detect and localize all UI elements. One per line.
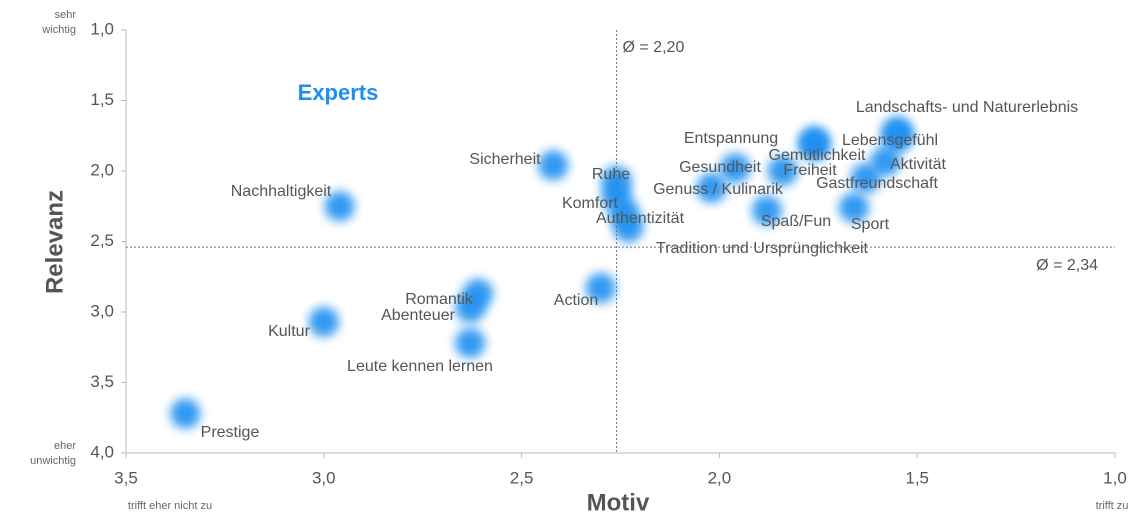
point [767,156,798,186]
x-tick-label: 2,5 [510,468,534,487]
x-tick-label: 2,0 [708,468,732,487]
point-label: Entspannung [684,130,778,147]
point [850,163,881,194]
point-label: Aktivität [890,156,947,173]
point [455,328,486,359]
point-label: Lebensgefühl [842,132,938,149]
point-label: Abenteuer [381,307,456,324]
x-right-note: trifft zu [1096,500,1129,512]
y-tick-label: 1,5 [90,90,114,109]
y-top-note: wichtig [41,24,76,36]
reference-x-label: Ø = 2,20 [623,39,685,56]
y-tick-label: 4,0 [90,442,114,461]
x-left-note: trifft eher nicht zu [128,500,212,512]
point [799,130,830,161]
point-label: Action [554,292,598,309]
point-label: Ruhe [592,166,630,183]
point-label: Authentizität [596,210,685,227]
point-label: Gemütlichkeit [769,147,866,164]
x-tick-label: 3,5 [114,468,138,487]
point-label: Nachhaltigkeit [231,183,332,200]
point-label: Prestige [201,424,260,441]
y-tick-label: 2,0 [90,160,114,179]
point [613,212,644,243]
y-bottom-note: eher [54,440,76,452]
point-label: Leute kennen lernen [347,358,493,375]
point-label: Gastfreundschaft [816,175,938,192]
y-tick-label: 3,0 [90,301,114,320]
y-top-note: sehr [55,9,77,21]
y-bottom-note: unwichtig [30,455,76,467]
point [170,398,201,429]
point [882,122,913,153]
x-tick-label: 1,5 [905,468,929,487]
point [308,306,339,337]
y-tick-label: 1,0 [90,19,114,38]
chart-title: Experts [298,80,379,105]
point-label: Tradition und Ursprünglichkeit [656,240,869,257]
point [538,150,569,181]
point [870,146,901,177]
x-tick-label: 3,0 [312,468,336,487]
point [585,273,616,304]
point-label: Romantik [405,291,474,308]
point [455,292,486,323]
point-label: Gesundheit [679,159,761,176]
x-axis-label: Motiv [587,489,650,516]
point-label: Komfort [562,195,619,212]
y-axis-label: Relevanz [41,190,68,294]
point-label: Spaß/Fun [761,213,831,230]
y-tick-label: 2,5 [90,231,114,250]
point-label: Genuss / Kulinarik [653,181,784,198]
point [751,195,782,226]
point-label: Landschafts- und Naturerlebnis [856,99,1078,116]
reference-y-label: Ø = 2,34 [1036,257,1098,274]
point [324,191,355,222]
point [720,153,751,184]
point [838,192,869,223]
x-tick-label: 1,0 [1103,468,1127,487]
point-label: Sicherheit [469,151,541,168]
point-label: Sport [851,216,890,233]
y-tick-label: 3,5 [90,372,114,391]
point-label: Freiheit [783,162,837,179]
point [696,172,727,203]
point-label: Kultur [268,323,310,340]
